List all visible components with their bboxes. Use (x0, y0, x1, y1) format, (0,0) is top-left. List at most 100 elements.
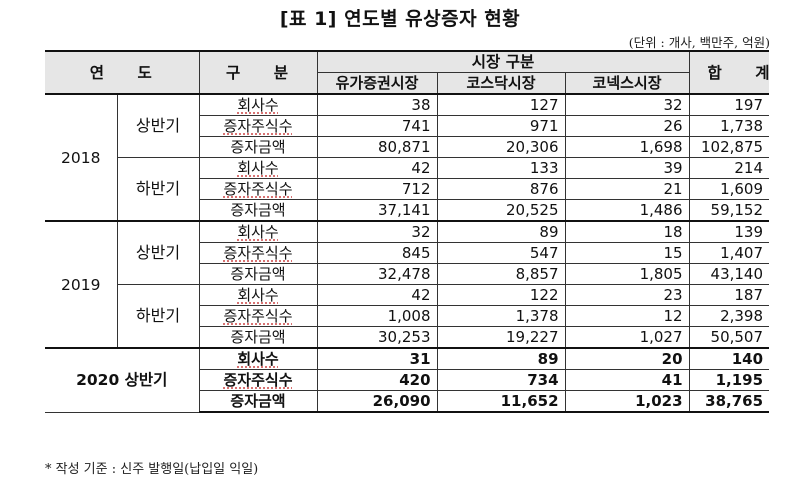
cell: 19,227 (436, 326, 566, 349)
cell: 876 (436, 178, 566, 200)
cell: 15 (564, 242, 690, 264)
cell: 712 (316, 178, 438, 200)
cell: 26,090 (316, 390, 438, 413)
table-row: 증자주식수 712 876 21 1,609 (45, 178, 770, 200)
row-label: 증자주식수 (223, 244, 293, 262)
table-row: 증자금액 26,090 11,652 1,023 38,765 (45, 390, 770, 413)
row-label: 회사수 (237, 96, 279, 114)
cell: 1,195 (688, 369, 770, 391)
cell: 42 (316, 157, 438, 179)
cell: 1,738 (688, 115, 770, 137)
cell: 30,253 (316, 326, 438, 349)
half-2019-second: 하반기 (117, 284, 200, 349)
cell: 39 (564, 157, 690, 179)
table-title: [표 1] 연도별 유상증자 현황 (279, 8, 521, 30)
table-row: 증자주식수 845 547 15 1,407 (45, 242, 770, 264)
table-row: 하반기 회사수 42 133 39 214 (45, 157, 770, 222)
table-row: 하반기 회사수 42 122 23 187 (45, 284, 770, 349)
cell: 59,152 (688, 199, 770, 222)
half-2019-first: 상반기 (116, 220, 200, 285)
header-year: 연 도 (45, 50, 200, 95)
cell: 1,378 (436, 305, 566, 327)
cell: 37,141 (316, 199, 438, 222)
cell: 32,478 (316, 263, 438, 285)
row-label: 증자금액 (199, 136, 318, 158)
cell: 89 (436, 347, 566, 370)
cell: 1,008 (316, 305, 438, 327)
cell: 32 (316, 220, 438, 243)
cell: 50,507 (688, 326, 770, 349)
row-label: 회사수 (237, 286, 279, 304)
cell: 197 (688, 93, 770, 116)
cell: 43,140 (688, 263, 770, 285)
cell: 140 (688, 347, 770, 370)
cell: 11,652 (436, 390, 566, 413)
header-konex: 코넥스시장 (564, 72, 690, 95)
cell: 1,698 (564, 136, 690, 158)
cell: 127 (436, 93, 566, 116)
cell: 8,857 (436, 263, 566, 285)
row-label: 증자금액 (199, 390, 318, 413)
cell: 845 (316, 242, 438, 264)
row-label: 증자금액 (199, 199, 318, 222)
header-total: 합 계 (688, 50, 770, 95)
row-label: 회사수 (237, 350, 279, 368)
header-kospi: 유가증권시장 (317, 72, 438, 95)
table-row: 2020 상반기 회사수 31 89 20 140 (45, 347, 770, 413)
row-label: 증자주식수 (223, 180, 293, 198)
cell: 18 (564, 220, 690, 243)
cell: 420 (316, 369, 438, 391)
row-label: 증자주식수 (223, 117, 293, 135)
cell: 89 (436, 220, 566, 243)
table-row: 증자금액 80,871 20,306 1,698 102,875 (45, 136, 770, 158)
table-row: 증자주식수 420 734 41 1,195 (45, 369, 770, 391)
cell: 42 (316, 284, 438, 306)
cell: 1,023 (564, 390, 690, 413)
cell: 32 (564, 93, 690, 116)
table-row: 증자금액 37,141 20,525 1,486 59,152 (45, 199, 770, 222)
row-label: 회사수 (237, 223, 279, 241)
row-label: 증자주식수 (223, 307, 293, 325)
row-label: 회사수 (237, 159, 279, 177)
unit-note: (단위 : 개사, 백만주, 억원) (628, 35, 770, 50)
cell: 214 (688, 157, 770, 179)
cell: 122 (436, 284, 566, 306)
cell: 12 (564, 305, 690, 327)
cell: 20,306 (436, 136, 566, 158)
cell: 741 (316, 115, 438, 137)
cell: 1,407 (688, 242, 770, 264)
cell: 1,805 (564, 263, 690, 285)
cell: 26 (564, 115, 690, 137)
row-label: 증자주식수 (223, 371, 293, 389)
year-2020-first-half: 2020 상반기 (45, 347, 200, 413)
footnote: * 작성 기준 : 신주 발행일(납입일 익일) (45, 462, 259, 477)
cell: 102,875 (688, 136, 770, 158)
cell: 139 (688, 220, 770, 243)
header-market-group: 시장 구분 (316, 50, 690, 73)
cell: 38,765 (688, 390, 770, 413)
cell: 20 (564, 347, 690, 370)
year-2018: 2018 (45, 93, 118, 222)
cell: 734 (436, 369, 566, 391)
row-label: 증자금액 (199, 326, 318, 349)
cell: 547 (436, 242, 566, 264)
cell: 1,609 (688, 178, 770, 200)
cell: 41 (564, 369, 690, 391)
header-category: 구 분 (198, 50, 318, 95)
header-kosdaq: 코스닥시장 (436, 72, 566, 95)
cell: 133 (436, 157, 566, 179)
cell: 20,525 (436, 199, 566, 222)
half-2018-first: 상반기 (116, 93, 200, 158)
half-2018-second: 하반기 (117, 157, 200, 222)
cell: 1,486 (564, 199, 690, 222)
row-label: 증자금액 (199, 263, 318, 285)
cell: 21 (564, 178, 690, 200)
table-row: 2019 상반기 회사수 32 89 18 139 (45, 220, 770, 349)
cell: 31 (316, 347, 438, 370)
rights-offering-table: 연 도 구 분 시장 구분 합 계 유가증권시장 코스닥시장 코넥스시장 201… (45, 50, 770, 413)
table-row: 2018 상반기 회사수 38 127 32 197 (45, 93, 770, 222)
cell: 2,398 (688, 305, 770, 327)
cell: 187 (688, 284, 770, 306)
cell: 23 (564, 284, 690, 306)
cell: 38 (316, 93, 438, 116)
